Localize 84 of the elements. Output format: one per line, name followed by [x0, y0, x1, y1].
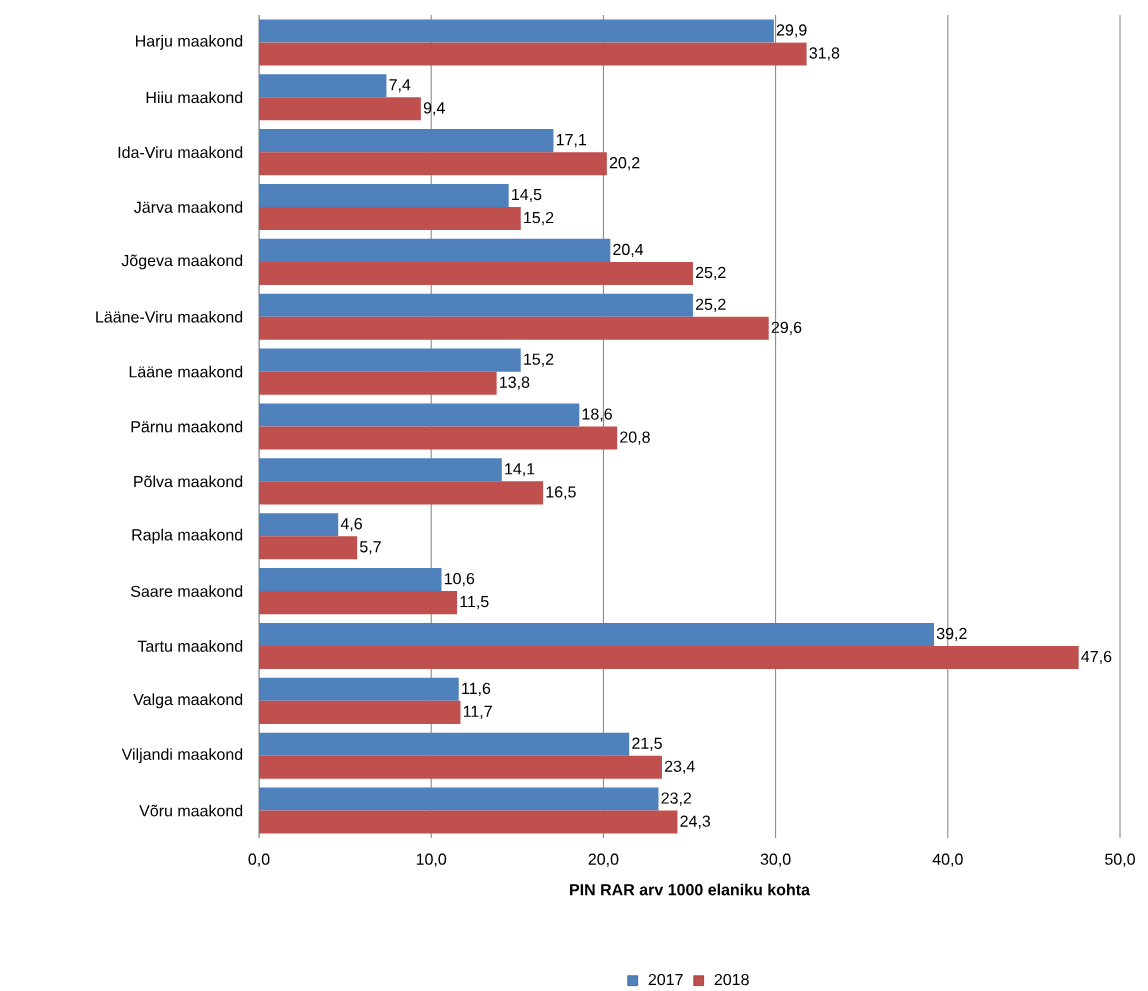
bar [259, 677, 459, 701]
bar [259, 700, 461, 724]
x-tick-label: 50,0 [1105, 853, 1135, 867]
data-label: 20,8 [620, 431, 650, 445]
x-tick-label: 40,0 [932, 853, 963, 867]
data-label: 9,4 [423, 102, 445, 116]
y-tick-label: Jõgeva maakond [121, 254, 243, 270]
bar [259, 810, 678, 834]
x-tick-label: 0,0 [248, 853, 270, 867]
data-label: 18,6 [582, 408, 612, 422]
y-tick-label: Rapla maakond [132, 528, 243, 544]
y-tick-label: Pärnu maakond [131, 420, 243, 433]
bar [259, 512, 339, 537]
data-label: 29,6 [771, 321, 802, 335]
bar [259, 261, 693, 285]
bar [259, 645, 1079, 669]
bar [259, 151, 607, 175]
data-label: 39,2 [936, 627, 967, 641]
y-tick-label: Viljandi maakond [121, 748, 243, 763]
data-label: 24,3 [680, 815, 711, 829]
data-label: 29,9 [776, 24, 807, 38]
bar [259, 348, 521, 372]
y-tick-label: Lääne-Viru maakond [96, 310, 243, 323]
bar [259, 97, 421, 121]
data-label: 23,4 [664, 760, 695, 774]
data-label: 11,6 [462, 682, 491, 696]
y-tick-label: Saare maakond [130, 585, 243, 597]
data-label: 15,2 [524, 211, 554, 225]
data-label: 17,1 [556, 133, 587, 147]
data-label: 4,6 [340, 517, 362, 532]
x-tick-label: 10,0 [416, 853, 447, 867]
data-label: 11,7 [463, 705, 492, 719]
legend-label: 2018 [714, 973, 749, 985]
bar [259, 238, 611, 262]
bar [259, 622, 935, 646]
bar [259, 787, 659, 811]
y-tick-label: Põlva maakond [134, 475, 243, 488]
data-label: 23,2 [661, 792, 692, 806]
bar [259, 42, 807, 66]
bar [259, 755, 662, 779]
data-label: 13,8 [500, 376, 530, 390]
data-label: 14,1 [505, 463, 535, 477]
bar [259, 590, 458, 614]
bar [259, 293, 693, 317]
data-label: 20,4 [613, 243, 644, 257]
bar [259, 481, 544, 505]
x-tick-label: 20,0 [588, 853, 619, 867]
data-label: 20,2 [609, 156, 640, 171]
data-label: 21,5 [632, 737, 662, 751]
bar [259, 371, 497, 395]
data-label: 25,2 [695, 266, 726, 280]
y-tick-label: Tartu maakond [137, 639, 243, 652]
bar [259, 19, 774, 43]
y-tick-label: Võru maakond [139, 804, 243, 817]
bar [259, 74, 387, 98]
bar [259, 128, 554, 152]
data-label: 14,5 [512, 188, 542, 202]
data-label: 10,6 [444, 572, 475, 586]
y-tick-label: Hiiu maakond [146, 91, 243, 103]
bar [259, 732, 630, 756]
data-label: 11,5 [460, 595, 489, 609]
bar [259, 316, 769, 340]
bar [259, 403, 580, 427]
data-label: 15,2 [524, 353, 554, 367]
y-tick-label: Harju maakond [136, 34, 243, 50]
bar [259, 567, 442, 591]
data-label: 25,2 [695, 298, 726, 312]
data-label: 31,8 [809, 47, 840, 61]
bar [259, 183, 509, 207]
bar [259, 536, 358, 560]
y-tick-label: Järva maakond [134, 200, 243, 213]
y-tick-label: Lääne maakond [129, 365, 243, 378]
data-label: 7,4 [389, 79, 411, 93]
y-tick-label: Valga maakond [133, 693, 243, 709]
x-tick-label: 30,0 [760, 853, 791, 867]
y-tick-label: Ida-Viru maakond [118, 146, 243, 158]
legend-label: 2017 [648, 973, 683, 985]
data-label: 47,6 [1081, 650, 1112, 664]
data-label: 5,7 [360, 541, 381, 555]
data-label: 16,5 [546, 486, 576, 500]
bar [259, 458, 502, 482]
bar [259, 426, 618, 450]
bar [259, 206, 521, 230]
x-axis-title: PIN RAR arv 1000 elaniku kohta [570, 883, 811, 896]
